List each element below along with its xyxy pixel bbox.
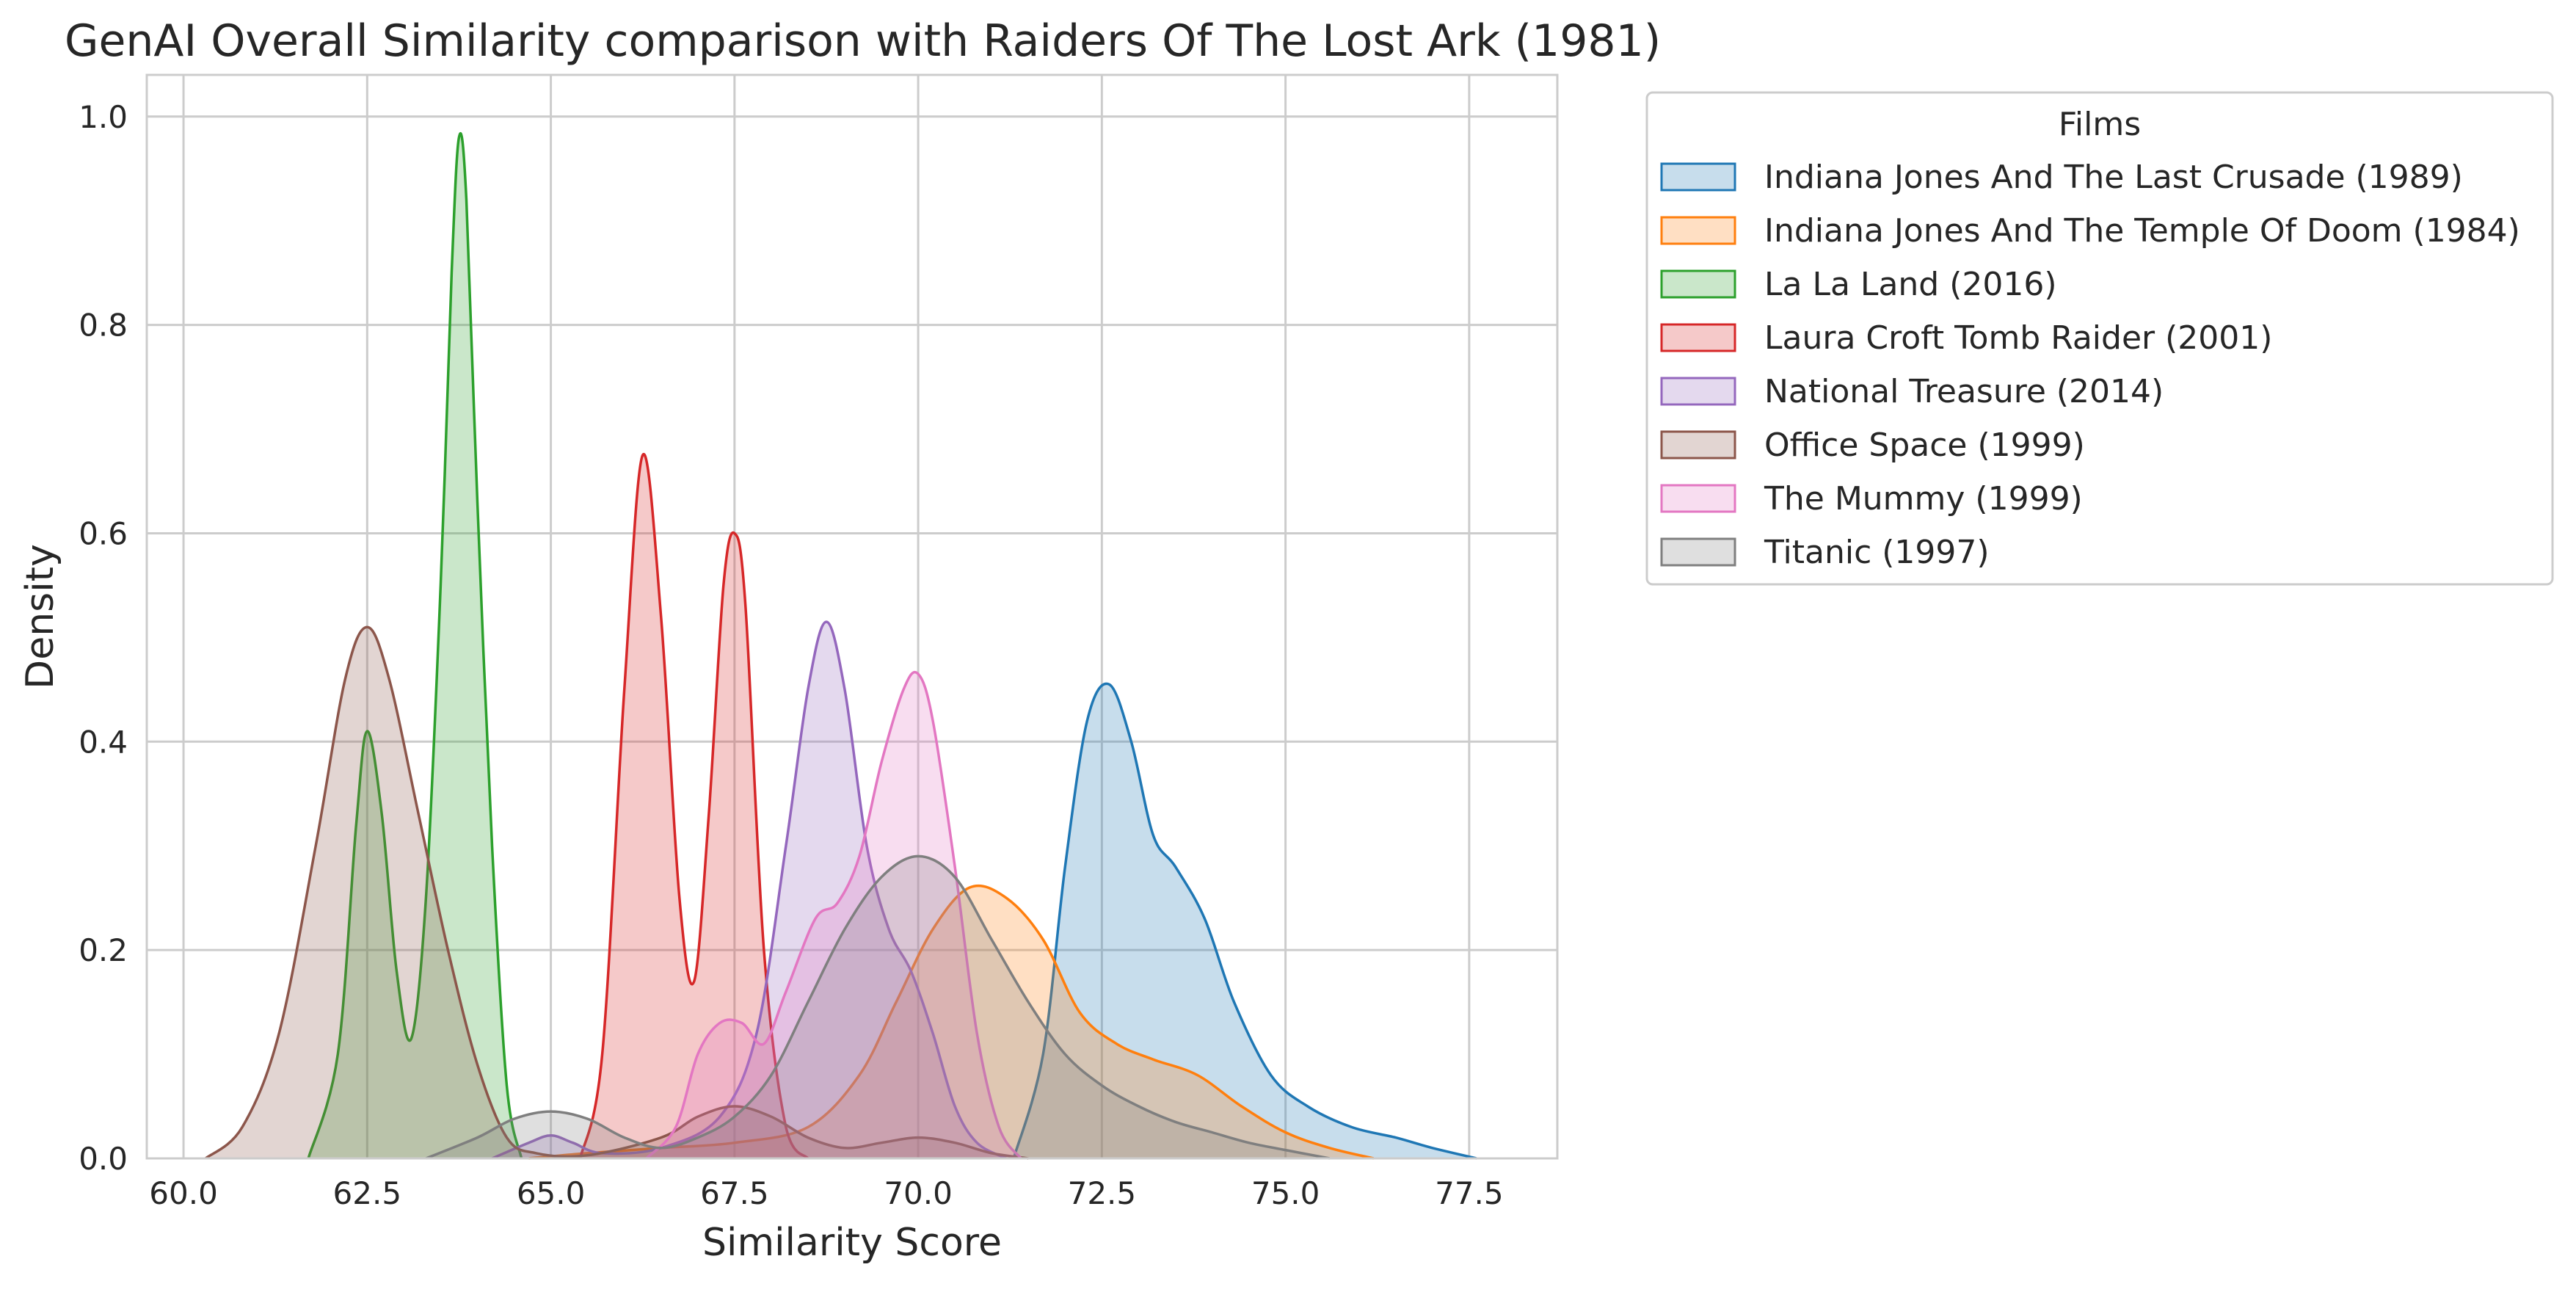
legend-label: Laura Croft Tomb Raider (2001): [1764, 319, 2272, 357]
series-5: [204, 625, 1029, 1160]
legend-label: The Mummy (1999): [1764, 480, 2083, 518]
legend-swatch: [1660, 377, 1736, 406]
density-line: [1012, 682, 1477, 1160]
legend-label: Indiana Jones And The Last Crusade (1989…: [1764, 159, 2463, 196]
legend-item: The Mummy (1999): [1660, 480, 2083, 518]
legend-label: Titanic (1997): [1764, 534, 1990, 571]
density-line: [425, 854, 1331, 1160]
legend-item: Office Space (1999): [1660, 427, 2085, 464]
y-tick-label: 0.8: [79, 308, 128, 344]
density-area: [528, 885, 1374, 1158]
x-tick-label: 75.0: [1251, 1175, 1320, 1211]
x-tick-label: 65.0: [517, 1175, 586, 1211]
legend-swatch: [1660, 484, 1736, 513]
legend: Films Indiana Jones And The Last Crusade…: [1645, 91, 2554, 586]
plot-area: [204, 132, 1477, 1160]
x-tick-label: 70.0: [884, 1175, 953, 1211]
y-axis: 0.0 0.2 0.4 0.6 0.8 1.0: [79, 99, 128, 1177]
legend-item: Indiana Jones And The Temple Of Doom (19…: [1660, 212, 2520, 250]
x-tick-label: 60.0: [149, 1175, 218, 1211]
legend-items: Indiana Jones And The Last Crusade (1989…: [1660, 159, 2520, 571]
legend-swatch: [1660, 162, 1736, 192]
legend-label: Office Space (1999): [1764, 427, 2085, 464]
x-tick-label: 77.5: [1435, 1175, 1504, 1211]
legend-swatch: [1660, 537, 1736, 567]
legend-swatch: [1660, 430, 1736, 460]
series-1: [528, 884, 1375, 1160]
legend-swatch: [1660, 323, 1736, 352]
legend-item: Titanic (1997): [1660, 534, 1990, 571]
y-axis-label: Density: [18, 544, 62, 689]
density-line: [528, 884, 1375, 1160]
density-line: [204, 625, 1029, 1160]
series-7: [425, 854, 1331, 1160]
legend-label: National Treasure (2014): [1764, 373, 2164, 410]
legend-box: [1645, 91, 2554, 586]
density-area: [580, 454, 808, 1158]
legend-label: Indiana Jones And The Temple Of Doom (19…: [1764, 212, 2520, 250]
x-axis-label: Similarity Score: [702, 1221, 1002, 1265]
series-3: [578, 452, 809, 1160]
x-axis: 60.0 62.5 65.0 67.5 70.0 72.5 75.0 77.5: [149, 1175, 1503, 1211]
legend-item: Laura Croft Tomb Raider (2001): [1660, 319, 2272, 357]
density-line: [307, 132, 523, 1159]
plot-frame: [145, 73, 1559, 1160]
chart-title: GenAI Overall Similarity comparison with…: [65, 15, 1661, 67]
density-area: [492, 622, 1007, 1158]
density-area: [646, 672, 1022, 1158]
y-tick-label: 0.4: [79, 724, 128, 760]
density-area: [426, 856, 1330, 1158]
series-2: [307, 132, 523, 1159]
legend-swatch: [1660, 269, 1736, 299]
y-tick-label: 0.2: [79, 932, 128, 968]
y-tick-label: 1.0: [79, 99, 128, 135]
legend-item: Indiana Jones And The Last Crusade (1989…: [1660, 159, 2463, 196]
density-area: [308, 133, 522, 1158]
series-4: [491, 620, 1008, 1160]
legend-item: National Treasure (2014): [1660, 373, 2164, 410]
legend-title: Films: [2059, 106, 2141, 143]
series-6: [645, 670, 1022, 1160]
density-line: [578, 452, 809, 1160]
x-tick-label: 67.5: [700, 1175, 769, 1211]
density-area: [205, 627, 1029, 1158]
x-tick-label: 72.5: [1068, 1175, 1137, 1211]
legend-item: La La Land (2016): [1660, 266, 2057, 303]
legend-label: La La Land (2016): [1764, 266, 2057, 303]
density-line: [645, 670, 1022, 1160]
y-tick-label: 0.0: [79, 1141, 128, 1177]
density-area: [1014, 683, 1477, 1158]
x-tick-label: 62.5: [333, 1175, 402, 1211]
series-0: [1012, 682, 1477, 1160]
grid: [147, 75, 1557, 1160]
density-line: [491, 620, 1008, 1160]
legend-swatch: [1660, 216, 1736, 245]
y-tick-label: 0.6: [79, 515, 128, 551]
